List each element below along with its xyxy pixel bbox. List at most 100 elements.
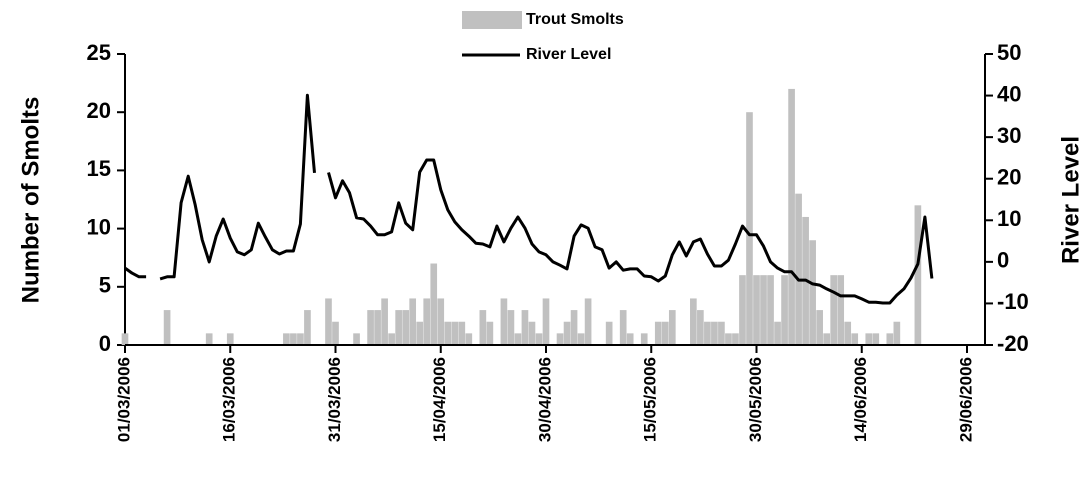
x-tick-label: 14/06/2006 [851, 357, 870, 442]
x-tick-label: 16/03/2006 [220, 357, 239, 442]
y2-tick-label: -10 [997, 289, 1029, 314]
bar [577, 333, 585, 345]
bar [479, 310, 487, 345]
bar [290, 333, 297, 345]
bar [640, 333, 648, 345]
bar [654, 321, 662, 345]
bar [837, 275, 845, 345]
x-tick-label: 15/05/2006 [641, 357, 660, 442]
bar [374, 310, 381, 345]
bar [570, 310, 578, 345]
bar [725, 333, 732, 345]
bar [739, 275, 746, 345]
bar [226, 333, 234, 345]
x-tick-label: 30/05/2006 [746, 357, 765, 442]
bar [465, 333, 473, 345]
y-axis-title: Number of Smolts [17, 97, 44, 304]
bar [605, 321, 613, 345]
bar [332, 321, 339, 345]
bar [851, 333, 859, 345]
bar [809, 240, 816, 345]
bar [163, 310, 171, 345]
bar [584, 298, 592, 345]
bar [626, 333, 634, 345]
y2-tick-label: 10 [997, 206, 1021, 231]
bar [830, 275, 838, 345]
bar [872, 333, 880, 345]
bar [760, 275, 767, 345]
x-tick-label: 29/06/2006 [956, 357, 975, 442]
bar [416, 321, 424, 345]
bar [668, 310, 676, 345]
y2-tick-label: 40 [997, 81, 1021, 106]
bar [521, 310, 529, 345]
bar [507, 310, 515, 345]
bar [767, 275, 774, 345]
y2-tick-label: 50 [997, 40, 1021, 65]
bar [774, 321, 781, 345]
bar [423, 298, 431, 345]
bar [788, 88, 795, 346]
bar [297, 333, 304, 345]
bar [528, 321, 536, 345]
y2-tick-label: 0 [997, 248, 1009, 273]
bar [893, 321, 901, 345]
y-tick-label: 5 [99, 273, 111, 298]
bar [395, 310, 402, 345]
bar [619, 310, 627, 345]
bar [781, 275, 788, 345]
bar [283, 333, 290, 345]
bar [535, 333, 543, 345]
x-tick-label: 01/03/2006 [114, 357, 133, 442]
bar [353, 333, 360, 345]
bar [444, 321, 452, 345]
y-tick-label: 0 [99, 331, 111, 356]
bar [746, 112, 753, 345]
x-tick-label: 31/03/2006 [325, 357, 344, 442]
legend-swatch [462, 11, 522, 29]
line [124, 93, 934, 305]
bar [451, 321, 459, 345]
bar [661, 321, 669, 345]
bar [430, 263, 438, 345]
bar [753, 275, 760, 345]
bar [886, 333, 894, 345]
bar [816, 310, 823, 345]
bar [711, 321, 718, 345]
y2-axis-title: River Level [1057, 136, 1084, 264]
bar [304, 310, 311, 345]
bar [388, 333, 395, 345]
bar [690, 298, 697, 345]
bar [458, 321, 466, 345]
y2-tick-label: 30 [997, 123, 1021, 148]
bar [409, 298, 417, 345]
bar [697, 310, 704, 345]
bar [121, 333, 129, 345]
bar [556, 333, 564, 345]
y2-tick-label: -20 [997, 331, 1029, 356]
x-tick-label: 30/04/2006 [535, 357, 554, 442]
legend-label: Trout Smolts [526, 11, 624, 28]
bar [732, 333, 739, 345]
bar [823, 333, 830, 345]
bar [718, 321, 725, 345]
bar [325, 298, 332, 345]
bar [563, 321, 571, 345]
legend-label: River Level [526, 46, 611, 63]
bar [542, 298, 550, 345]
y-tick-label: 20 [87, 98, 111, 123]
bar [367, 310, 374, 345]
bar [865, 333, 873, 345]
bar [795, 193, 802, 345]
bar [381, 298, 388, 345]
bar [205, 333, 213, 345]
bar [486, 321, 494, 345]
bar [914, 205, 922, 345]
x-tick-label: 15/04/2006 [430, 357, 449, 442]
bar [514, 333, 522, 345]
bar [500, 298, 508, 345]
y-tick-label: 25 [87, 40, 111, 65]
bar [402, 310, 409, 345]
bar [844, 321, 852, 345]
